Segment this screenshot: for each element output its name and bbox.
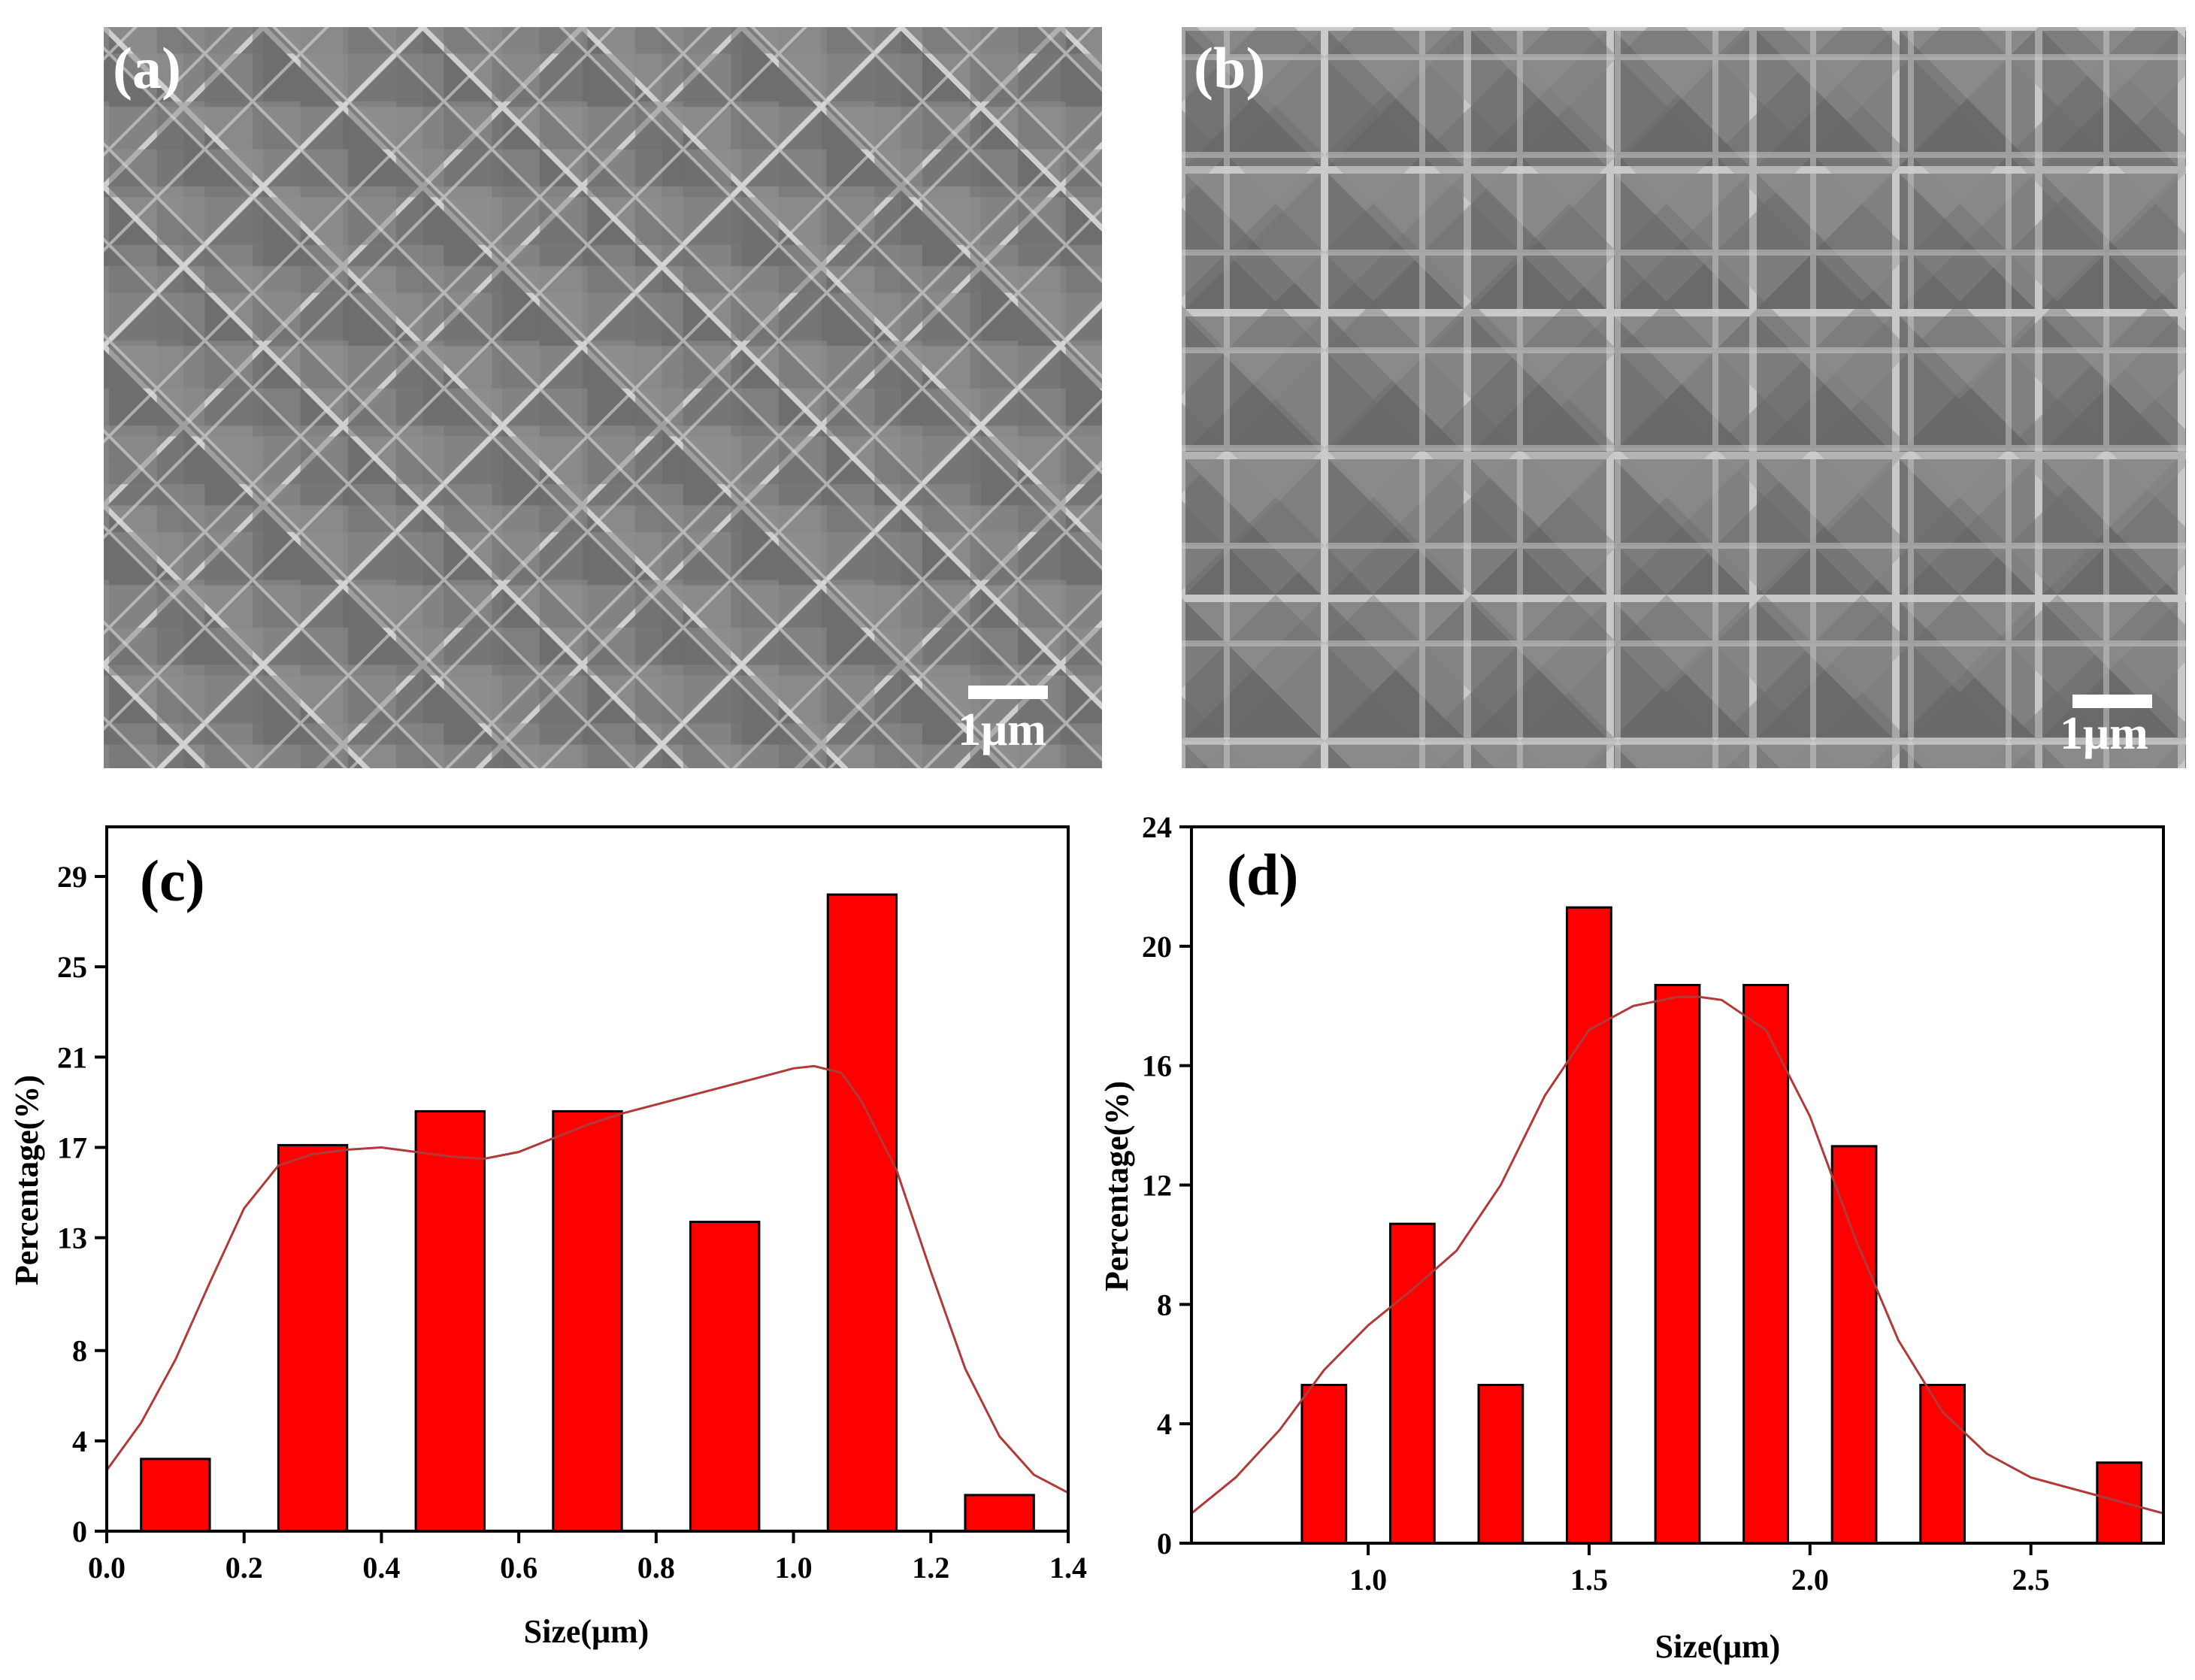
bars-d: [1300, 906, 2143, 1545]
bars-c: [140, 893, 1035, 1533]
y-tick-label: 20: [1142, 930, 1172, 964]
bar: [414, 1109, 486, 1533]
y-tick-label: 8: [72, 1334, 87, 1368]
bar: [1388, 1222, 1436, 1545]
bar: [964, 1494, 1035, 1533]
y-tick-label: 24: [1142, 810, 1172, 844]
x-tick-label: 1.4: [1049, 1551, 1087, 1585]
ticks-c: 0.0 0.2 0.4 0.6 0.8 1.0 1.2 1.4 0 4 8 13 17 21 25 29: [57, 860, 1087, 1585]
y-tick-label: 8: [1157, 1288, 1172, 1321]
histogram-c: 0.0 0.2 0.4 0.6 0.8 1.0 1.2 1.4 0 4 8 13 17 21 25 29 (c…: [8, 825, 1087, 1650]
x-tick-label: 2.0: [1791, 1563, 1829, 1597]
y-tick-label: 12: [1142, 1169, 1172, 1203]
x-tick-label: 0.8: [637, 1551, 675, 1585]
x-tick-label: 0.6: [500, 1551, 537, 1585]
x-tick-label: 1.0: [775, 1551, 813, 1585]
y-tick-label: 29: [57, 860, 87, 894]
bar: [277, 1143, 349, 1533]
scale-label-a: 1μm: [958, 704, 1046, 755]
y-tick-label: 0: [1157, 1527, 1172, 1560]
x-tick-label: 2.5: [2012, 1563, 2050, 1597]
bar: [826, 893, 898, 1533]
y-tick-label: 4: [1157, 1407, 1172, 1441]
sem-texture-b: [1182, 27, 2186, 768]
scale-bar-a: [968, 686, 1048, 699]
x-tick-label: 1.2: [912, 1551, 949, 1585]
bar: [552, 1109, 623, 1533]
sem-image-b: (b) 1μm: [1182, 27, 2186, 768]
x-axis-label-d: Size(μm): [1655, 1628, 1781, 1665]
y-tick-label: 16: [1142, 1049, 1172, 1083]
x-axis-label-c: Size(μm): [524, 1613, 649, 1650]
x-tick-label: 0.2: [226, 1551, 263, 1585]
panel-label-b: (b): [1194, 35, 1266, 101]
bar: [1477, 1384, 1524, 1545]
panel-label-c: (c): [140, 848, 205, 913]
x-tick-label: 0.0: [88, 1551, 126, 1585]
bar: [140, 1458, 211, 1533]
fit-curve-c: [105, 1064, 1069, 1494]
x-tick-label: 1.0: [1349, 1563, 1387, 1597]
bar: [1919, 1384, 1966, 1545]
panel-label-a: (a): [113, 35, 181, 101]
bar: [2096, 1461, 2143, 1545]
scale-label-b: 1μm: [2060, 708, 2148, 759]
x-tick-label: 0.4: [362, 1551, 400, 1585]
y-tick-label: 17: [57, 1131, 87, 1164]
fit-curve-d: [1191, 995, 2164, 1515]
y-tick-label: 13: [57, 1221, 87, 1255]
y-tick-label: 0: [72, 1515, 87, 1548]
bar: [1830, 1145, 1878, 1545]
bar: [689, 1221, 761, 1533]
bar: [1654, 983, 1701, 1545]
y-axis-label-d: Percentage(%): [1098, 1081, 1135, 1291]
y-tick-label: 4: [72, 1424, 87, 1458]
bar: [1566, 906, 1612, 1545]
y-tick-label: 25: [57, 950, 87, 984]
sem-texture-a: [104, 27, 1102, 768]
x-tick-label: 1.5: [1570, 1563, 1608, 1597]
scale-bar-b: [2072, 695, 2152, 708]
sem-image-a: (a) 1μm: [104, 27, 1102, 768]
plot-frame-c: [105, 825, 1070, 1533]
bar: [1742, 983, 1789, 1545]
y-axis-label-c: Percentage(%): [8, 1075, 45, 1285]
ticks-d: 1.0 1.5 2.0 2.5 0 4 8 12 16 20 24: [1142, 810, 2050, 1597]
y-tick-label: 21: [57, 1040, 87, 1074]
bar: [1300, 1384, 1348, 1545]
panel-label-d: (d): [1227, 842, 1298, 907]
histogram-d: 1.0 1.5 2.0 2.5 0 4 8 12 16 20 24 (d) Size(μm) Per…: [1098, 810, 2165, 1665]
